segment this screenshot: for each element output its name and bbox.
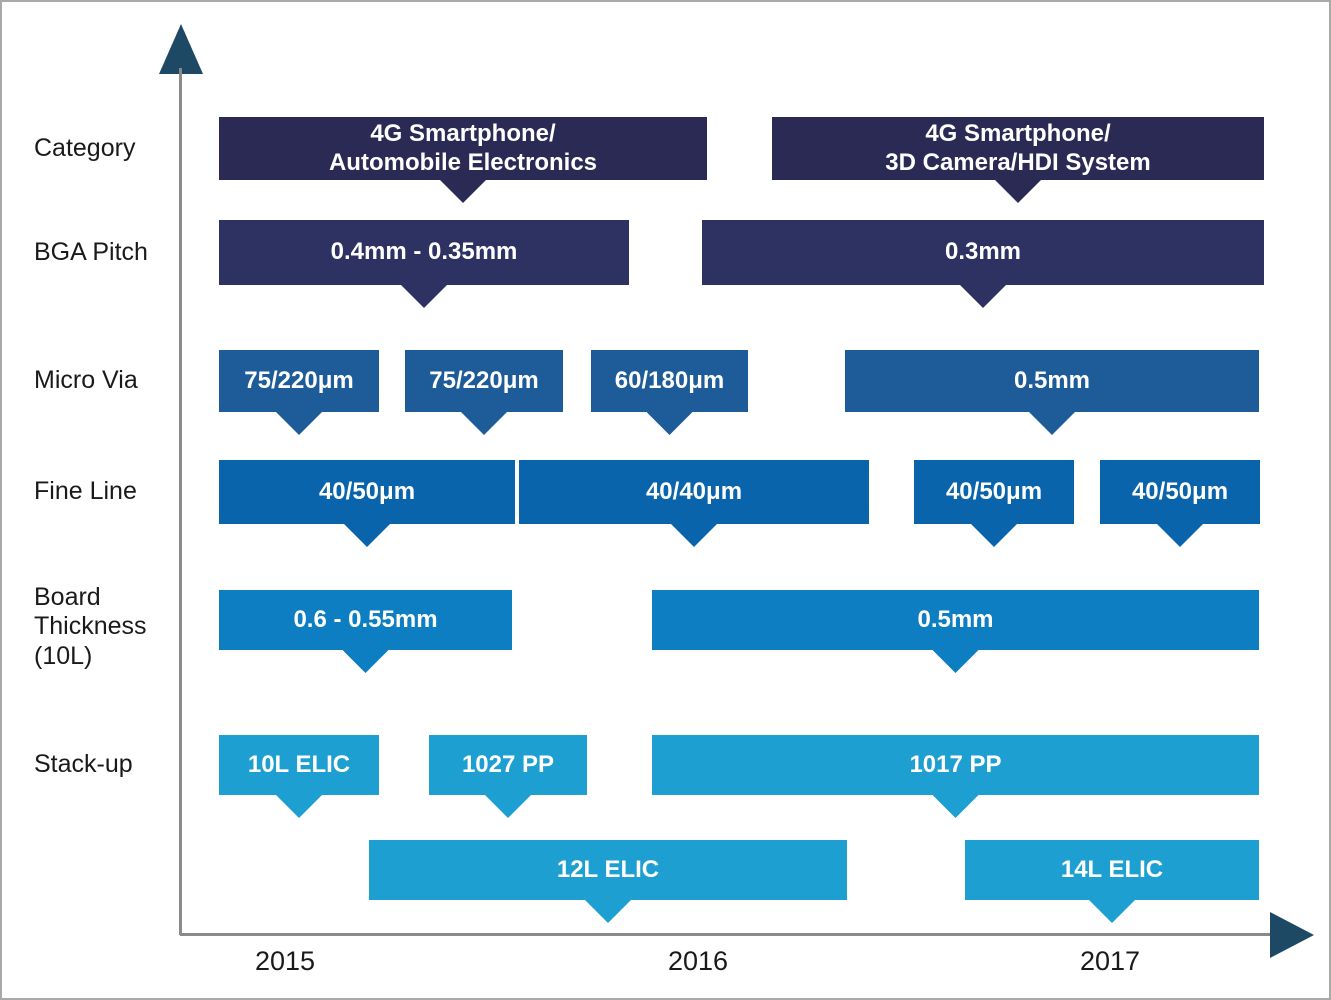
callout-pointer-icon (646, 412, 693, 435)
callout-pointer-icon (1157, 524, 1203, 547)
callout-pointer-icon (344, 524, 390, 547)
callout-pointer-icon (485, 795, 531, 818)
bga-pitch-bar-1: 0.4mm - 0.35mm (219, 220, 629, 308)
stack-up-bar-1017-pp-label: 1017 PP (909, 750, 1002, 778)
callout-pointer-icon (1089, 900, 1135, 923)
fine-line-bar-4-label: 40/50μm (1131, 477, 1229, 505)
micro-via-bar-3-label: 60/180μm (614, 366, 725, 394)
row-label-micro-via: Micro Via (34, 366, 138, 395)
row-label-fine-line: Fine Line (34, 477, 137, 506)
fine-line-bar-4: 40/50μm (1100, 460, 1260, 547)
callout-pointer-icon (276, 795, 322, 818)
fine-line-bar-2-label: 40/40μm (645, 477, 743, 505)
stack-up-bar-14l-elic-label: 14L ELIC (1060, 855, 1164, 883)
category-bar-1-line1: 4G Smartphone/ (370, 119, 556, 147)
row-label-board-thickness: Board Thickness (10L) (34, 582, 147, 670)
stack-up-bar-1027-pp: 1027 PP (429, 735, 587, 818)
micro-via-bar-1: 75/220μm (219, 350, 379, 435)
row-label-stack-up: Stack-up (34, 750, 133, 779)
callout-pointer-icon (1029, 412, 1075, 435)
micro-via-bar-1-label: 75/220μm (244, 366, 354, 394)
callout-pointer-icon (932, 650, 979, 673)
board-thickness-bar-2: 0.5mm (652, 590, 1259, 673)
callout-pointer-icon (401, 285, 447, 308)
x-tick-2017: 2017 (1079, 946, 1141, 976)
callout-pointer-icon (461, 412, 507, 435)
fine-line-bar-1: 40/50μm (219, 460, 515, 547)
callout-pointer-icon (440, 180, 486, 203)
micro-via-bar-3: 60/180μm (591, 350, 748, 435)
category-bar-2-line2: 3D Camera/HDI System (885, 148, 1151, 176)
category-bar-1: 4G Smartphone/ Automobile Electronics (219, 117, 707, 203)
micro-via-bar-2: 75/220μm (405, 350, 563, 435)
board-thickness-bar-1: 0.6 - 0.55mm (219, 590, 512, 673)
callout-pointer-icon (932, 795, 979, 818)
x-axis-arrow-icon (1270, 912, 1314, 958)
stack-up-bar-12l-elic: 12L ELIC (369, 840, 847, 923)
micro-via-bar-4-label: 0.5mm (1013, 366, 1091, 394)
callout-pointer-icon (971, 524, 1017, 547)
stack-up-bar-14l-elic: 14L ELIC (965, 840, 1259, 923)
micro-via-bar-2-label: 75/220μm (429, 366, 539, 394)
callout-pointer-icon (585, 900, 631, 923)
x-tick-2015: 2015 (254, 946, 316, 976)
callout-pointer-icon (342, 650, 389, 673)
category-bar-1-line2: Automobile Electronics (328, 148, 598, 176)
category-bar-2-line1: 4G Smartphone/ (925, 119, 1111, 147)
board-thickness-bar-2-label: 0.5mm (917, 605, 994, 633)
y-axis-line (179, 68, 182, 935)
x-tick-2016: 2016 (667, 946, 729, 976)
category-bar-2: 4G Smartphone/ 3D Camera/HDI System (772, 117, 1264, 203)
callout-pointer-icon (960, 285, 1006, 308)
callout-pointer-icon (276, 412, 322, 435)
stack-up-bar-1017-pp: 1017 PP (652, 735, 1259, 818)
row-label-category: Category (34, 133, 136, 162)
fine-line-bar-3: 40/50μm (914, 460, 1074, 547)
fine-line-bar-1-label: 40/50μm (318, 477, 416, 505)
bga-pitch-bar-2: 0.3mm (702, 220, 1264, 308)
stack-up-bar-10l-elic: 10L ELIC (219, 735, 379, 818)
row-label-bga-pitch: BGA Pitch (34, 237, 148, 266)
x-axis-line (180, 933, 1275, 936)
callout-pointer-icon (671, 524, 717, 547)
stack-up-bar-12l-elic-label: 12L ELIC (556, 855, 660, 883)
bga-pitch-bar-1-label: 0.4mm - 0.35mm (330, 238, 518, 266)
micro-via-bar-4: 0.5mm (845, 350, 1259, 435)
fine-line-bar-2: 40/40μm (519, 460, 869, 547)
bga-pitch-bar-2-label: 0.3mm (944, 238, 1022, 266)
fine-line-bar-3-label: 40/50μm (945, 477, 1043, 505)
y-axis-arrow-icon (159, 24, 203, 74)
stack-up-bar-1027-pp-label: 1027 PP (461, 750, 555, 778)
callout-pointer-icon (995, 180, 1041, 203)
board-thickness-bar-1-label: 0.6 - 0.55mm (293, 605, 438, 633)
stack-up-bar-10l-elic-label: 10L ELIC (247, 750, 351, 778)
